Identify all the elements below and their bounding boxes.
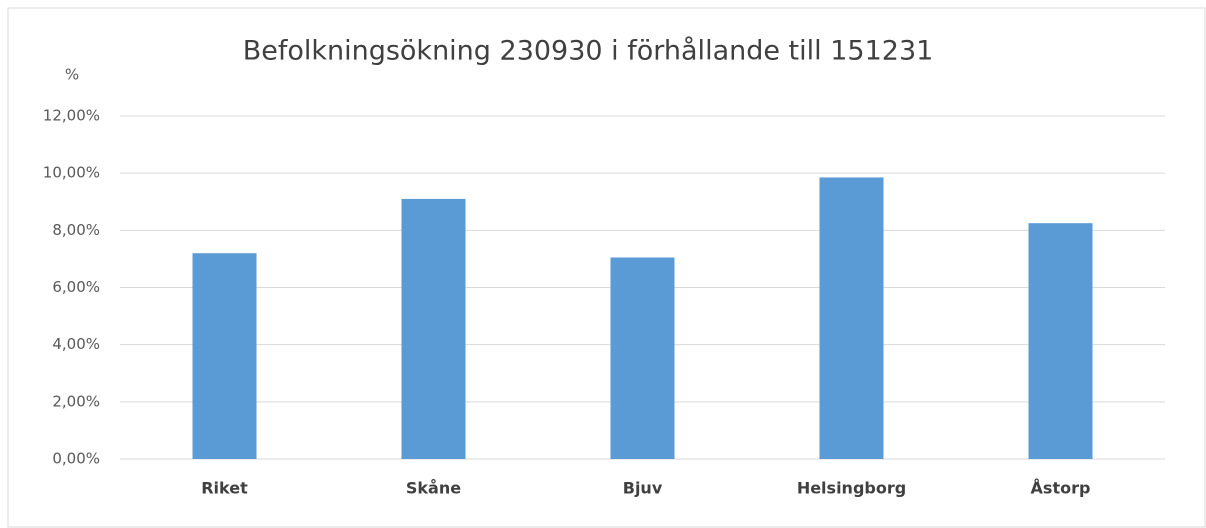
y-tick-label: 8,00% — [52, 221, 100, 239]
bar — [610, 257, 675, 459]
chart-border — [7, 7, 1206, 528]
x-tick-label: Skåne — [406, 479, 461, 498]
bar — [1028, 223, 1093, 459]
y-tick-label: 10,00% — [43, 164, 100, 182]
x-tick-label: Riket — [201, 479, 248, 498]
y-tick-label: 6,00% — [52, 278, 100, 296]
bar — [401, 198, 466, 459]
bar — [192, 253, 257, 459]
y-tick-label: 2,00% — [52, 392, 100, 410]
bar — [819, 177, 884, 459]
chart-title: Befolkningsökning 230930 i förhållande t… — [243, 36, 934, 67]
y-tick-label: 4,00% — [52, 335, 100, 353]
y-tick-label: 0,00% — [52, 450, 100, 468]
x-tick-label: Helsingborg — [797, 479, 906, 498]
y-axis-label: % — [65, 66, 79, 84]
y-tick-label: 12,00% — [43, 107, 100, 125]
x-tick-label: Åstorp — [1031, 479, 1091, 498]
x-tick-label: Bjuv — [623, 479, 663, 498]
